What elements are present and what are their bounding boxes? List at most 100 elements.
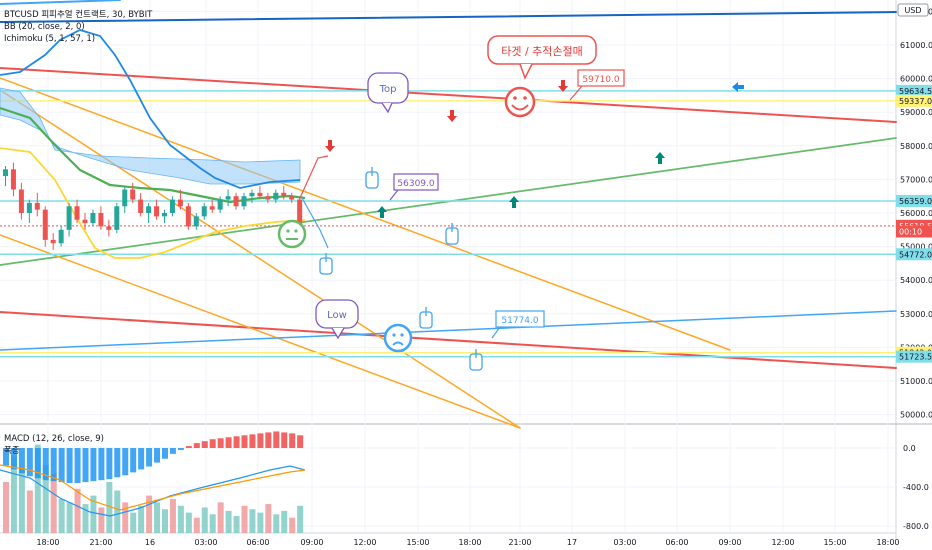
blue-rising-line [0, 310, 897, 351]
target-bubble-tail [519, 63, 533, 80]
price-tick-label: 53000.0 [900, 310, 932, 319]
price-tick-label: 58000.0 [900, 142, 932, 151]
price-label-box [896, 248, 932, 261]
currency-badge[interactable]: USD [904, 6, 921, 15]
volume-bar [98, 507, 105, 533]
price-label-text: 59337.0 [899, 97, 932, 106]
time-tick-label: 06:00 [246, 538, 269, 547]
volume-bar [273, 514, 280, 533]
volume-bar [34, 444, 41, 533]
time-tick-label: 18:00 [458, 538, 481, 547]
macd-histogram-bar [201, 441, 208, 448]
candle-body [281, 192, 287, 197]
price-label-text: 00:10 [899, 227, 922, 236]
macd-histogram-bar [10, 448, 17, 470]
trendlines [0, 0, 897, 429]
macd-histogram-bar [146, 448, 153, 467]
down-arrow-icon [447, 110, 457, 122]
price-tick-label: 56000.0 [900, 209, 932, 218]
macd-histogram-bar [162, 448, 168, 459]
volume-bar [289, 517, 296, 533]
price-label-box [896, 84, 932, 97]
volume-bar [249, 509, 256, 533]
macd-tick-label: -800.0 [903, 522, 929, 531]
macd-histogram-bar [58, 448, 65, 483]
price-label-text: 54772.0 [899, 250, 932, 259]
macd-pane [0, 431, 306, 533]
price-tick-label: 57000.0 [900, 175, 932, 184]
time-tick-label: 03:00 [613, 538, 636, 547]
macd-histogram-bar [233, 436, 240, 448]
top-bubble-text: Top [379, 84, 397, 95]
blue-upper-line [0, 0, 121, 5]
macd-histogram-bar [177, 448, 184, 450]
volume-bar [193, 517, 200, 533]
candlesticks [3, 162, 303, 250]
time-tick-label: 03:00 [194, 538, 217, 547]
time-tick-label: 18:00 [876, 538, 899, 547]
callout-text: 56309.0 [397, 179, 434, 189]
blue-resistance-line [0, 11, 897, 23]
orange-line-c [0, 234, 521, 429]
candle-body [209, 206, 215, 210]
macd-histogram-bar [169, 448, 176, 454]
macd-tick-label: 0.0 [903, 444, 916, 453]
volume-bar [146, 495, 153, 533]
callout-pointer [389, 189, 399, 201]
macd-indicator-label[interactable]: MACD (12, 26, close, 9) [4, 434, 104, 444]
macd-histogram-bar [138, 448, 145, 470]
red-upper-line [0, 67, 897, 123]
smiley-eye [513, 96, 517, 100]
candle-body [34, 202, 40, 210]
candle-body [98, 213, 104, 227]
price-label-text: 59634.5 [899, 87, 932, 96]
macd-histogram-bar [114, 448, 121, 478]
candle-body [233, 196, 239, 207]
candle-body [193, 216, 199, 227]
volume-bar [18, 468, 25, 533]
macd-histogram-bar [185, 446, 192, 448]
time-tick-label: 16 [145, 538, 155, 547]
top-bubble-tail [381, 102, 393, 114]
price-label-box [896, 194, 932, 207]
ichimoku-indicator-label[interactable]: Ichimoku (5, 1, 57, 1) [4, 34, 95, 44]
candle-body [162, 213, 167, 217]
macd-histogram-bar [34, 448, 41, 479]
macd-signal-line [0, 464, 306, 511]
volume-bar [162, 509, 168, 533]
macd-histogram-bar [90, 448, 97, 482]
time-tick-label: 12:00 [353, 538, 376, 547]
up-arrow-icon [377, 206, 387, 218]
candle-body [138, 199, 144, 213]
macd-histogram-bar [281, 432, 288, 448]
price-tick-label: 50000.0 [900, 411, 932, 420]
price-axis[interactable]: 50000.051000.052000.053000.054000.055000… [896, 7, 932, 550]
price-label-box [896, 225, 932, 238]
candle-body [225, 196, 231, 200]
left-arrow-icon [732, 82, 744, 92]
drawings: 타겟 / 추적손절매 Top Low 59710.0 56309.0 51774.0 [277, 35, 744, 371]
volume-bar [82, 504, 89, 533]
sad-face-mouth [392, 341, 404, 346]
candle-body [130, 189, 136, 200]
macd-line [0, 465, 306, 517]
macd-histogram-bar [26, 448, 33, 477]
candle-body [154, 206, 160, 217]
neutral-face-eye [294, 229, 298, 233]
candle-body [10, 169, 16, 190]
callout-pointer [491, 326, 501, 339]
candle-body [26, 202, 32, 213]
time-axis[interactable]: 18:00 21:00 16 03:00 06:00 09:00 12:00 15:00 18:… [36, 538, 899, 547]
bb-indicator-label[interactable]: BB (20, close, 2, 0) [4, 22, 85, 32]
volume-bar [281, 510, 288, 533]
callout-box [577, 69, 625, 87]
volume-bar [265, 504, 272, 533]
macd-tick-label: -400.0 [903, 483, 929, 492]
price-label-text: 51723.5 [899, 353, 932, 362]
volume-bar [177, 505, 184, 533]
callout-text: 51774.0 [501, 316, 538, 326]
neutral-face-eye [286, 229, 290, 233]
price-tick-label: 59000.0 [900, 108, 932, 117]
volume-bar [114, 490, 121, 533]
